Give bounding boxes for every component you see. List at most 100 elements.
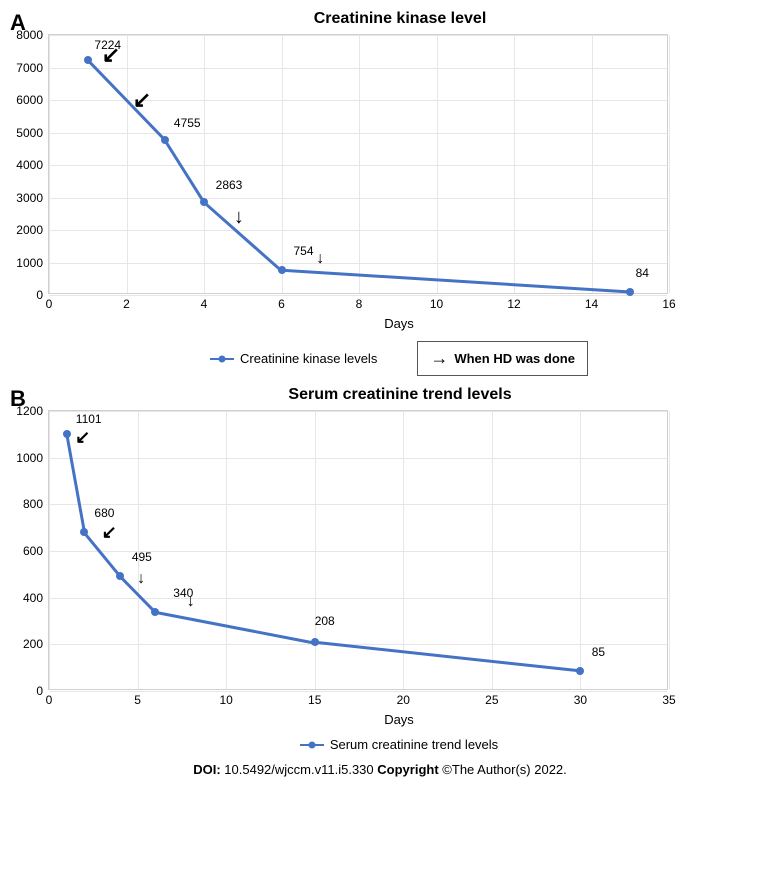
data-label: 4755 [174,116,201,130]
arrow-right-icon: → [430,348,448,369]
gridline [437,35,438,293]
legend-marker-icon [210,358,234,360]
gridline [492,411,493,689]
hd-arrow-icon: ↓ [137,571,145,587]
legend-series-a: Creatinine kinase levels [210,351,377,366]
panel-b-legend: Serum creatinine trend levels [48,737,750,752]
gridline [49,411,50,689]
hd-arrow-icon: ↙ [102,44,120,66]
hd-arrow-icon: ↙ [102,523,117,541]
panel-a-title: Creatinine kinase level [50,10,750,28]
ytick-label: 6000 [16,93,49,107]
ytick-label: 4000 [16,158,49,172]
hd-arrow-icon: ↙ [133,89,151,111]
gridline [127,35,128,293]
ytick-label: 1000 [16,451,49,465]
data-label: 85 [592,645,605,659]
data-point [151,608,159,616]
ytick-label: 2000 [16,223,49,237]
data-point [200,198,208,206]
gridline [226,411,227,689]
gridline [49,68,667,69]
data-point [63,430,71,438]
ytick-label: 7000 [16,61,49,75]
gridline [49,35,667,36]
copyright-value: ©The Author(s) 2022. [442,762,566,777]
ytick-label: 1200 [16,404,49,418]
panel-a: A Creatinine kinase level Creatinine kin… [10,10,750,376]
xtick-label: 25 [485,689,498,707]
line-segment [315,641,581,672]
ytick-label: 200 [23,637,49,651]
data-point [84,56,92,64]
gridline [592,35,593,293]
xtick-label: 15 [308,689,321,707]
data-label: 208 [315,614,335,628]
ytick-label: 8000 [16,28,49,42]
line-segment [65,434,85,533]
gridline [49,230,667,231]
panel-b-title: Serum creatinine trend levels [50,386,750,404]
ytick-label: 400 [23,591,49,605]
gridline [403,411,404,689]
ytick-label: 5000 [16,126,49,140]
line-segment [281,269,630,293]
doi-value: 10.5492/wjccm.v11.i5.330 [224,762,373,777]
legend-series-b: Serum creatinine trend levels [300,737,498,752]
xtick-label: 2 [123,293,130,311]
panel-b-chart: Creatinine level (UOML/L) 02004006008001… [48,410,750,727]
gridline [49,198,667,199]
panel-b-plot: 0200400600800100012000510152025303511016… [48,410,668,690]
data-label: 680 [94,506,114,520]
xtick-label: 30 [574,689,587,707]
panel-b: B Serum creatinine trend levels Creatini… [10,386,750,752]
legend-series-b-label: Serum creatinine trend levels [330,737,498,752]
line-segment [164,140,205,203]
hd-arrow-icon: ↙ [75,428,90,446]
data-label: 2863 [216,178,243,192]
xtick-label: 8 [356,293,363,311]
xtick-label: 12 [507,293,520,311]
ytick-label: 1000 [16,256,49,270]
hd-note-label: When HD was done [454,351,575,366]
gridline [49,411,667,412]
gridline [49,133,667,134]
panel-b-xlabel: Days [48,712,750,727]
panel-a-xlabel: Days [48,316,750,331]
xtick-label: 14 [585,293,598,311]
xtick-label: 35 [662,689,675,707]
data-point [80,528,88,536]
gridline [315,411,316,689]
hd-note-box: → When HD was done [417,341,588,376]
data-point [626,288,634,296]
gridline [204,35,205,293]
data-label: 754 [293,244,313,258]
data-point [311,638,319,646]
xtick-label: 20 [397,689,410,707]
hd-arrow-icon: ↓ [187,594,195,610]
hd-arrow-icon: ↓ [234,207,244,227]
data-point [278,266,286,274]
gridline [49,165,667,166]
xtick-label: 5 [134,689,141,707]
data-label: 495 [132,550,152,564]
panel-a-legend: Creatinine kinase levels → When HD was d… [48,341,750,376]
data-label: 1101 [76,412,102,426]
gridline [49,504,667,505]
xtick-label: 0 [46,689,53,707]
gridline [669,35,670,293]
xtick-label: 0 [46,293,53,311]
legend-marker-icon [300,744,324,746]
gridline [49,263,667,264]
gridline [669,411,670,689]
xtick-label: 10 [430,293,443,311]
doi-label: DOI: [193,762,220,777]
data-point [161,136,169,144]
panel-a-chart: Creatinine kinase (U/L) 0100020003000400… [48,34,750,331]
ytick-label: 800 [23,497,49,511]
line-segment [155,610,315,643]
gridline [49,458,667,459]
gridline [282,35,283,293]
copyright-label: Copyright [377,762,438,777]
xtick-label: 16 [662,293,675,311]
